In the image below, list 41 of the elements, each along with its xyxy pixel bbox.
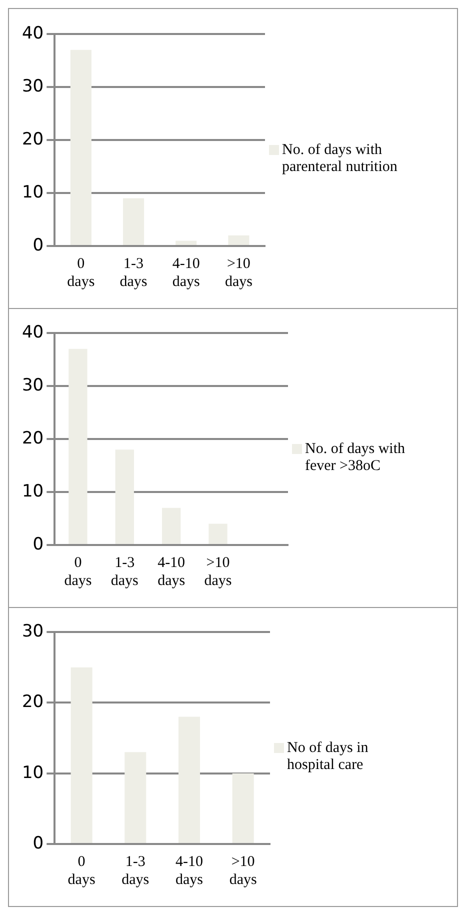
- y-tick-label: 10: [22, 762, 44, 783]
- y-tick-label: 0: [32, 234, 44, 255]
- legend-label: No. of days with parenteral nutrition: [282, 142, 398, 176]
- y-tick-label: 20: [22, 692, 44, 712]
- legend-label: No of days in hospital care: [287, 740, 370, 774]
- x-tick-label: >10 days: [204, 554, 232, 589]
- bar: [70, 667, 92, 843]
- y-tick-label: 40: [22, 322, 44, 342]
- x-tick-label: 4-10 days: [158, 554, 186, 589]
- x-tick-label: >10 days: [224, 255, 253, 290]
- bar: [115, 450, 134, 544]
- x-tick-label: >10 days: [229, 854, 257, 888]
- bar: [123, 198, 144, 244]
- y-tick-label: 40: [22, 22, 44, 43]
- y-tick-label: 20: [22, 128, 44, 149]
- y-tick-label: 10: [22, 182, 44, 202]
- x-tick-label: 4-10 days: [175, 854, 204, 888]
- y-tick-label: 20: [22, 428, 44, 448]
- bar: [176, 240, 197, 244]
- bar: [232, 773, 254, 843]
- y-tick-label: 0: [32, 534, 44, 554]
- x-tick-label: 0 days: [67, 255, 95, 290]
- bar: [162, 508, 181, 544]
- x-tick-label: 0 days: [68, 854, 96, 888]
- y-tick-label: 30: [22, 76, 44, 96]
- x-tick-label: 1-3 days: [110, 554, 139, 589]
- bar: [68, 348, 88, 544]
- x-tick-label: 1-3 days: [120, 255, 148, 290]
- x-tick-label: 1-3 days: [122, 854, 150, 888]
- bar: [208, 524, 228, 544]
- x-tick-label: 0 days: [64, 554, 92, 589]
- legend-label: No. of days with fever >38oC: [305, 441, 406, 475]
- bar: [70, 49, 92, 244]
- x-tick-label: 4-10 days: [172, 255, 200, 290]
- y-tick-label: 30: [22, 375, 44, 396]
- bar: [178, 716, 200, 843]
- y-tick-label: 30: [22, 621, 44, 642]
- bar: [124, 752, 146, 843]
- y-tick-label: 0: [32, 833, 44, 854]
- bar: [228, 234, 250, 244]
- y-tick-label: 10: [22, 481, 44, 502]
